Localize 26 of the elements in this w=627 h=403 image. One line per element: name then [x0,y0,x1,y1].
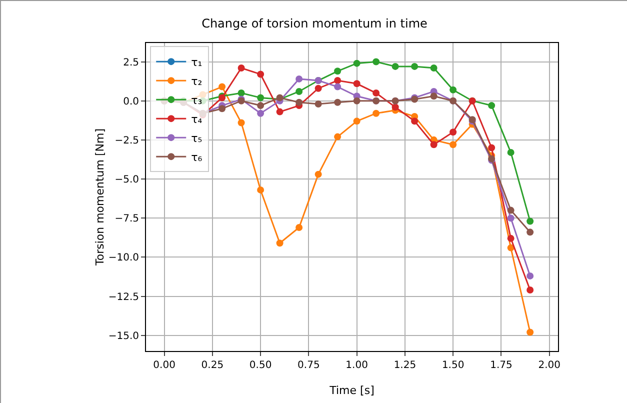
x-tick-label: 1.50 [442,360,464,371]
y-tick-label: −15.0 [108,330,139,342]
x-tick-label: 2.00 [538,360,560,371]
x-tick-label: 0.75 [298,360,320,371]
x-tick-label: 0.00 [153,360,176,371]
legend-label: τ₅ [191,132,202,145]
x-axis-title: Time [s] [328,384,374,397]
y-axis-title: Torsion momentum [Nm] [93,128,106,267]
legend-label: τ₆ [191,150,203,164]
x-tick-label: 0.25 [201,360,224,371]
y-tick-label: 2.5 [123,57,139,68]
x-tick-label: 0.50 [249,360,272,371]
y-tick-label: 0.0 [123,96,139,108]
x-tick-label: 1.00 [346,360,368,371]
y-tick-label: −5.0 [114,174,139,186]
legend-label: τ₄ [191,112,203,126]
y-tick-label: −2.5 [114,135,139,146]
y-tick-label: −7.5 [114,214,139,225]
legend-label: τ₁ [191,56,202,69]
legend-label: τ₂ [191,74,202,88]
x-tick-label: 1.25 [394,360,416,371]
x-tick-label: 1.75 [490,360,512,371]
legend-label: τ₃ [191,94,202,107]
y-tick-label: −12.5 [108,292,139,303]
y-tick-label: −10.0 [108,252,139,264]
chart-title: Change of torsion momentum in time [202,16,428,31]
